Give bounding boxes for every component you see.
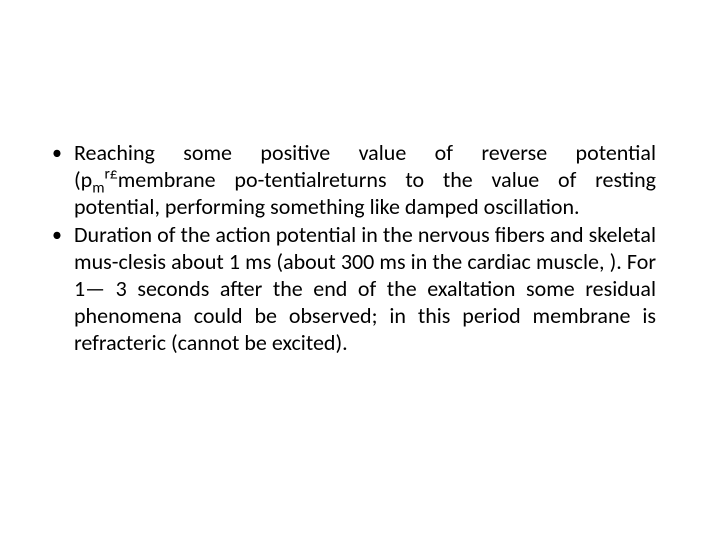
slide: Reaching some positive value of reverse … bbox=[0, 0, 720, 540]
bullet-list: Reaching some positive value of reverse … bbox=[48, 140, 656, 357]
bullet-item: Duration of the action potential in the … bbox=[48, 222, 656, 356]
bullet-item: Reaching some positive value of reverse … bbox=[48, 140, 656, 220]
